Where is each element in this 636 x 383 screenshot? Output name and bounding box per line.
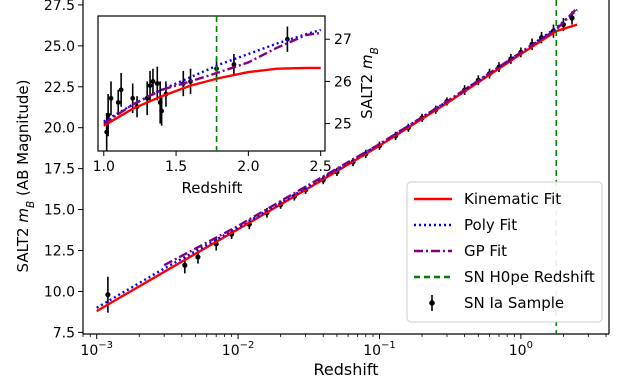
- inset-data-point: [105, 112, 111, 118]
- inset-data-point: [108, 95, 114, 101]
- main-data-point: [105, 292, 111, 298]
- main-x-axis-label: Redshift: [314, 360, 379, 379]
- inset-y-axis-label: SALT2 mB: [358, 47, 381, 119]
- inset-data-point: [130, 95, 136, 101]
- legend-label: Kinematic Fit: [464, 190, 561, 208]
- main-data-point: [182, 262, 188, 268]
- inset-line-gp-fit: [103, 31, 321, 125]
- inset-data-point: [154, 81, 160, 86]
- inset-line-poly-fit: [103, 28, 322, 123]
- main-data-point: [195, 254, 201, 260]
- main-y-tick-label: 20.0: [44, 121, 75, 137]
- main-x-tick-label: 10−3: [80, 340, 113, 359]
- main-x-tick-label: 10−2: [222, 340, 255, 359]
- inset-x-tick-label: 1.0: [93, 159, 115, 175]
- main-line-gp-fit: [163, 7, 578, 267]
- inset-data-point: [115, 100, 121, 105]
- legend-label: GP Fit: [464, 242, 507, 260]
- main-y-axis-label: SALT2 mB (AB Magnitude): [14, 80, 37, 273]
- inset-y-tick-label: 25: [334, 117, 352, 133]
- inset-plot-area: 1.0 1.5 2.0 2.5 25 26 27: [93, 15, 352, 175]
- main-x-tick-label: 100: [509, 340, 533, 359]
- inset-data-point: [118, 87, 124, 93]
- legend: Kinematic Fit Poly Fit GP Fit SN H0pe Redsh…: [406, 181, 603, 323]
- main-y-tick-label: 7.5: [53, 325, 75, 341]
- legend-box: [406, 181, 603, 323]
- legend-entry: Kinematic Fit: [414, 190, 561, 208]
- inset-x-tick-label: 2.5: [310, 159, 332, 175]
- inset-data-point: [150, 78, 156, 84]
- main-y-tick-label: 17.5: [44, 162, 75, 178]
- inset-data-point: [147, 83, 153, 89]
- inset-y-tick-label: 26: [334, 74, 352, 90]
- main-plot-area: 7.5 10.0 12.5 15.0 17.5 20.0 22.5 25.0 27.5 10−3 1…: [44, 0, 610, 359]
- main-y-tick-label: 25.0: [44, 39, 75, 55]
- legend-label: SN Ia Sample: [464, 294, 564, 312]
- main-x-tick-label: 10−1: [363, 340, 396, 359]
- legend-entry: Poly Fit: [414, 216, 517, 234]
- legend-label: Poly Fit: [464, 216, 517, 234]
- inset-x-tick-label: 1.5: [165, 159, 187, 175]
- main-y-tick-label: 10.0: [44, 284, 75, 300]
- inset-x-tick-label: 2.0: [237, 159, 259, 175]
- legend-label: SN H0pe Redshift: [464, 268, 595, 286]
- inset-x-axis-label: Redshift: [182, 179, 243, 197]
- main-series-layer: [96, 0, 578, 334]
- main-y-tick-label: 15.0: [44, 203, 75, 219]
- main-line-kinematic-fit: [96, 23, 578, 313]
- legend-point-icon: [429, 300, 435, 306]
- main-line-poly-fit: [96, 8, 578, 309]
- main-y-tick-label: 27.5: [44, 0, 75, 14]
- inset-y-tick-label: 27: [334, 32, 352, 48]
- main-y-tick-label: 22.5: [44, 80, 75, 96]
- legend-entry: GP Fit: [414, 242, 507, 260]
- inset-series-layer: [103, 16, 322, 151]
- inset-line-kinematic-fit: [103, 66, 321, 127]
- legend-entry: SN H0pe Redshift: [414, 268, 595, 286]
- inset-data-point: [159, 108, 165, 114]
- main-y-tick-label: 12.5: [44, 244, 75, 260]
- legend-entry: SN Ia Sample: [429, 294, 564, 312]
